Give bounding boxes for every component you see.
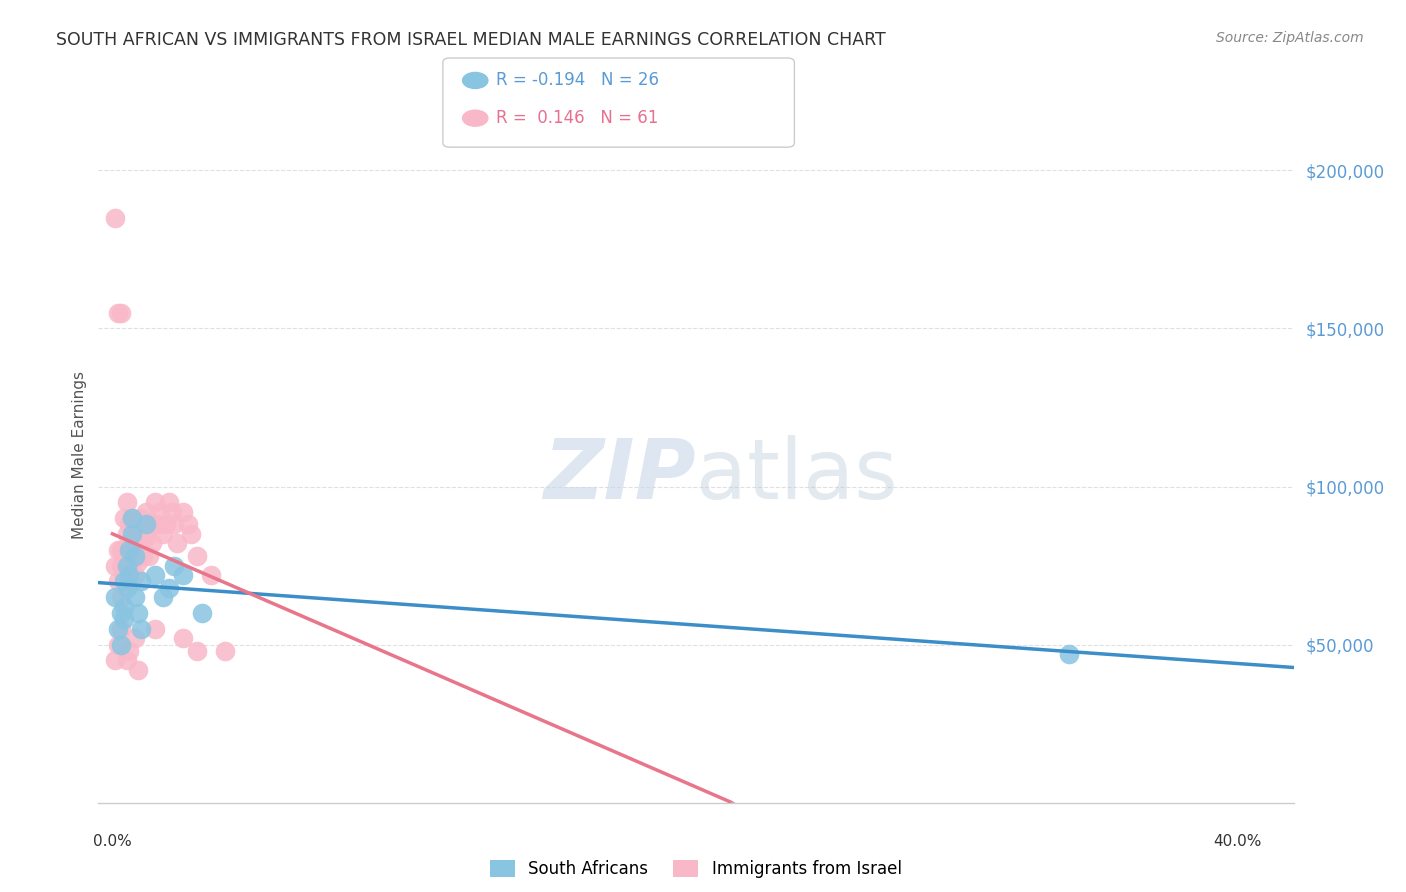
Point (115, 581, 138, 595)
Point (129, 511, 152, 525)
Text: ZIP: ZIP (543, 435, 696, 516)
Point (107, 305, 129, 319)
Y-axis label: Median Male Earnings: Median Male Earnings (72, 371, 87, 539)
Point (107, 638, 129, 652)
Point (112, 574, 135, 589)
Point (112, 542, 135, 557)
Point (155, 517, 177, 532)
Point (172, 505, 194, 519)
Point (186, 549, 208, 563)
Text: 0.0%: 0.0% (93, 834, 132, 849)
Point (121, 527, 143, 541)
Point (118, 568, 141, 582)
Text: 40.0%: 40.0% (1213, 834, 1261, 849)
Point (132, 549, 155, 563)
Point (186, 644, 208, 658)
Point (110, 305, 132, 319)
Point (214, 644, 236, 658)
Point (112, 599, 135, 614)
Point (115, 542, 138, 557)
Point (141, 536, 163, 550)
Point (121, 556, 143, 570)
Point (1057, 647, 1080, 661)
Point (129, 622, 152, 636)
Point (191, 606, 214, 620)
Point (127, 556, 149, 570)
Point (146, 517, 169, 532)
Point (180, 527, 202, 541)
Point (112, 612, 135, 626)
Point (104, 653, 127, 667)
Point (115, 653, 138, 667)
Point (166, 536, 188, 550)
Point (172, 568, 194, 582)
Point (110, 542, 132, 557)
Point (129, 536, 152, 550)
Point (138, 517, 160, 532)
Point (121, 536, 143, 550)
Point (157, 581, 180, 595)
Point (110, 558, 132, 573)
Point (129, 574, 152, 589)
Text: R =  0.146   N = 61: R = 0.146 N = 61 (496, 109, 658, 128)
Point (152, 591, 174, 605)
Point (124, 632, 146, 646)
Point (143, 568, 166, 582)
Point (110, 591, 132, 605)
Point (118, 549, 141, 563)
Point (132, 527, 155, 541)
Text: SOUTH AFRICAN VS IMMIGRANTS FROM ISRAEL MEDIAN MALE EARNINGS CORRELATION CHART: SOUTH AFRICAN VS IMMIGRANTS FROM ISRAEL … (56, 31, 886, 49)
Point (107, 622, 129, 636)
Point (163, 558, 186, 573)
Legend: South Africans, Immigrants from Israel: South Africans, Immigrants from Israel (484, 854, 908, 885)
Point (104, 211, 127, 225)
Point (138, 549, 160, 563)
Point (135, 517, 157, 532)
Point (143, 495, 166, 509)
Point (115, 574, 138, 589)
Point (127, 663, 149, 677)
Point (127, 527, 149, 541)
Point (152, 527, 174, 541)
Point (110, 606, 132, 620)
Point (157, 495, 180, 509)
Point (104, 591, 127, 605)
Point (107, 574, 129, 589)
Text: Source: ZipAtlas.com: Source: ZipAtlas.com (1216, 31, 1364, 45)
Point (124, 517, 146, 532)
Point (110, 622, 132, 636)
Point (127, 606, 149, 620)
Point (115, 527, 138, 541)
Point (112, 568, 135, 582)
Point (160, 505, 183, 519)
Point (110, 638, 132, 652)
Point (107, 542, 129, 557)
Point (149, 505, 172, 519)
Point (135, 530, 157, 544)
Point (124, 568, 146, 582)
Point (124, 549, 146, 563)
Point (118, 568, 141, 582)
Point (104, 558, 127, 573)
Point (115, 495, 138, 509)
Point (118, 542, 141, 557)
Point (121, 511, 143, 525)
Point (143, 622, 166, 636)
Point (172, 632, 194, 646)
Point (118, 517, 141, 532)
Point (163, 517, 186, 532)
Text: atlas: atlas (696, 435, 897, 516)
Point (112, 511, 135, 525)
Point (121, 511, 143, 525)
Point (124, 591, 146, 605)
Point (177, 517, 200, 532)
Point (124, 542, 146, 557)
Text: R = -0.194   N = 26: R = -0.194 N = 26 (496, 71, 659, 89)
Point (135, 505, 157, 519)
Point (200, 568, 222, 582)
Point (118, 644, 141, 658)
Point (115, 558, 138, 573)
